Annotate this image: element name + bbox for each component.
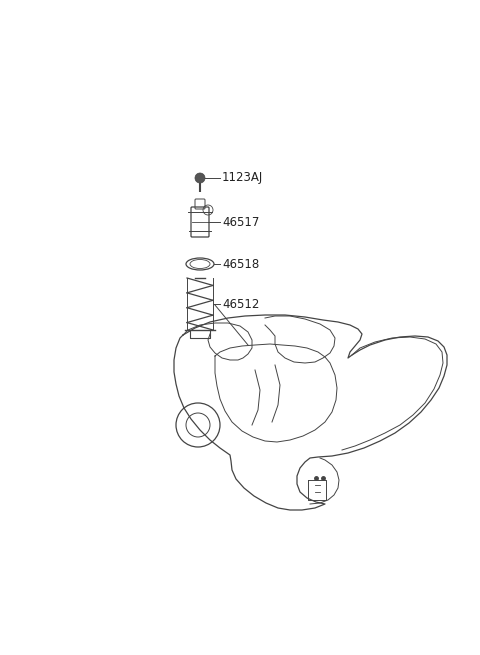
- Circle shape: [195, 173, 205, 183]
- Text: 1123AJ: 1123AJ: [222, 172, 263, 185]
- Text: 46517: 46517: [222, 215, 259, 229]
- Text: 46518: 46518: [222, 257, 259, 271]
- Text: 46512: 46512: [222, 297, 259, 310]
